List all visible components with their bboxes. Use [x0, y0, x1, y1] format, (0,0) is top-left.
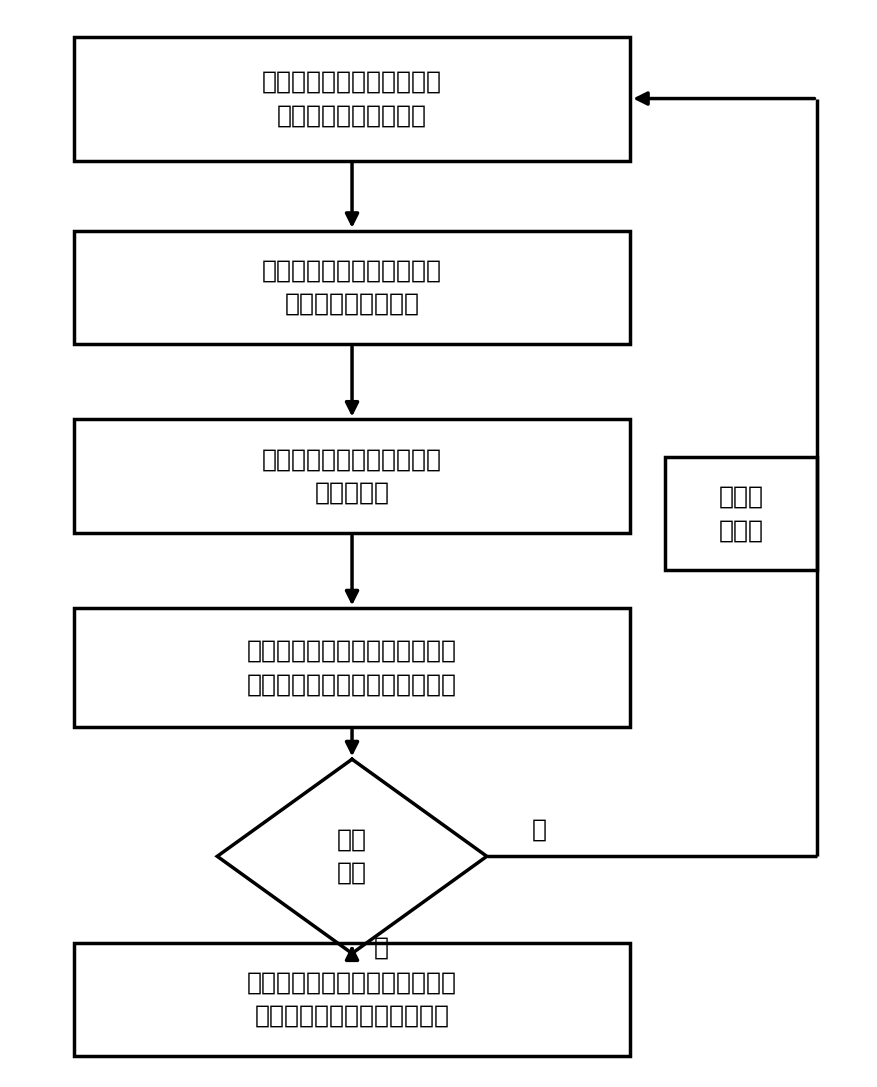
Text: 是: 是 [374, 936, 389, 960]
Text: 否: 否 [531, 817, 545, 841]
Text: 射线与光纤阵列作用产生切
伦科夫辐射与辐致荧光: 射线与光纤阵列作用产生切 伦科夫辐射与辐致荧光 [261, 70, 441, 127]
Text: 传感器将切伦科夫辐射与辐
致荧光转换成电信号: 传感器将切伦科夫辐射与辐 致荧光转换成电信号 [261, 259, 441, 316]
Bar [74, 420, 630, 533]
Bar [665, 458, 816, 571]
Text: 旋转
一周: 旋转 一周 [337, 827, 367, 885]
Bar [74, 37, 630, 161]
Bar [74, 609, 630, 727]
Bar [74, 942, 630, 1055]
Text: 计算机对信号进行成像处理，完
成混合辐射场剂量分布的测量: 计算机对信号进行成像处理，完 成混合辐射场剂量分布的测量 [246, 971, 457, 1028]
Bar [74, 230, 630, 343]
Text: 计算机对数字信号进行处理，得
到中子和伽马分别产生的光信号: 计算机对数字信号进行处理，得 到中子和伽马分别产生的光信号 [246, 639, 457, 697]
Text: 信号处理单元将电信号转换
成数字信号: 信号处理单元将电信号转换 成数字信号 [261, 448, 441, 504]
Text: 旋转光
纤阵列: 旋转光 纤阵列 [718, 485, 763, 542]
